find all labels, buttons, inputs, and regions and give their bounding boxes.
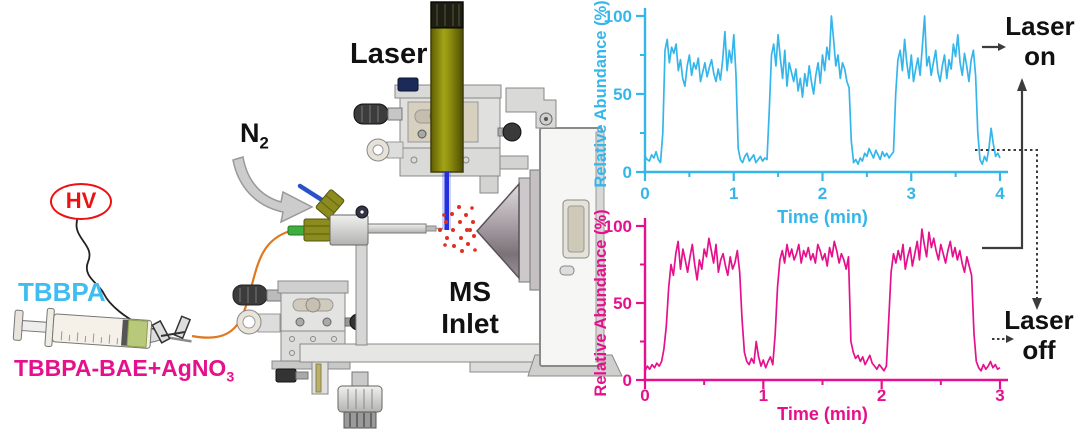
laser-on-annotation-arrow: [982, 43, 1027, 250]
chart-1-xlabel: Time (min): [777, 404, 868, 424]
n2-gas-arrow-icon: [232, 156, 314, 224]
hv-label: HV: [50, 183, 112, 220]
chart-1-ylabel: Relative Abundance (%): [592, 209, 610, 396]
chart-0-xlabel: Time (min): [777, 207, 868, 227]
svg-text:0: 0: [623, 371, 632, 390]
svg-text:0: 0: [640, 386, 649, 405]
tbbpa-label: TBBPA: [18, 277, 106, 307]
ms-inlet-cone: [475, 182, 520, 280]
svg-text:50: 50: [613, 294, 632, 313]
svg-text:2: 2: [877, 386, 886, 405]
laser-beam: [442, 172, 451, 230]
chart-0-trace: [644, 15, 1001, 166]
svg-text:1: 1: [759, 386, 768, 405]
svg-text:4: 4: [995, 184, 1005, 203]
svg-text:100: 100: [604, 7, 632, 26]
svg-text:0: 0: [623, 163, 632, 182]
ms-inlet-label: MS Inlet: [441, 276, 499, 340]
svg-text:0: 0: [640, 184, 649, 203]
chart-0: 0 50 100 0 1 2 3 4 Time (min) Relative Abundance …: [592, 0, 1008, 227]
laser-label: Laser: [350, 38, 428, 70]
svg-text:1: 1: [729, 184, 738, 203]
ms-body: [479, 87, 623, 377]
laser-off-label: Laser off: [1004, 305, 1074, 365]
svg-text:3: 3: [907, 184, 916, 203]
spray-plume: [438, 205, 477, 253]
n2-label: N2: [240, 118, 269, 153]
sample-feed-label: TBBPA-BAE+AgNO3: [14, 355, 234, 386]
sprayer-assembly: [287, 183, 443, 346]
hv-wire: [75, 216, 163, 332]
sample-feed-label-subscript: 3: [226, 369, 235, 386]
svg-text:2: 2: [818, 184, 827, 203]
laser-barrel: [430, 1, 464, 173]
sample-feed-label-text: TBBPA-BAE+AgNO: [14, 355, 227, 381]
laser-on-label: Laser on: [1005, 11, 1075, 71]
chart-1-trace: [644, 228, 1001, 372]
svg-text:100: 100: [604, 217, 632, 236]
syringe: [12, 307, 192, 349]
chart-1: 0 50 100 0 1 2 3 Time (min) Relative Abundance (…: [592, 209, 1008, 424]
n2-label-subscript: 2: [259, 133, 269, 153]
svg-text:3: 3: [995, 386, 1004, 405]
n2-label-text: N: [240, 118, 260, 148]
laser-off-annotation-arrow: [975, 149, 1042, 343]
translation-stage-lower: [232, 280, 367, 383]
alligator-clip: [151, 315, 192, 344]
platform-rail: [299, 343, 569, 395]
chart-0-ylabel: Relative Abundance (%): [592, 0, 610, 187]
vertical-micrometer: [337, 371, 383, 429]
svg-text:50: 50: [613, 85, 632, 104]
